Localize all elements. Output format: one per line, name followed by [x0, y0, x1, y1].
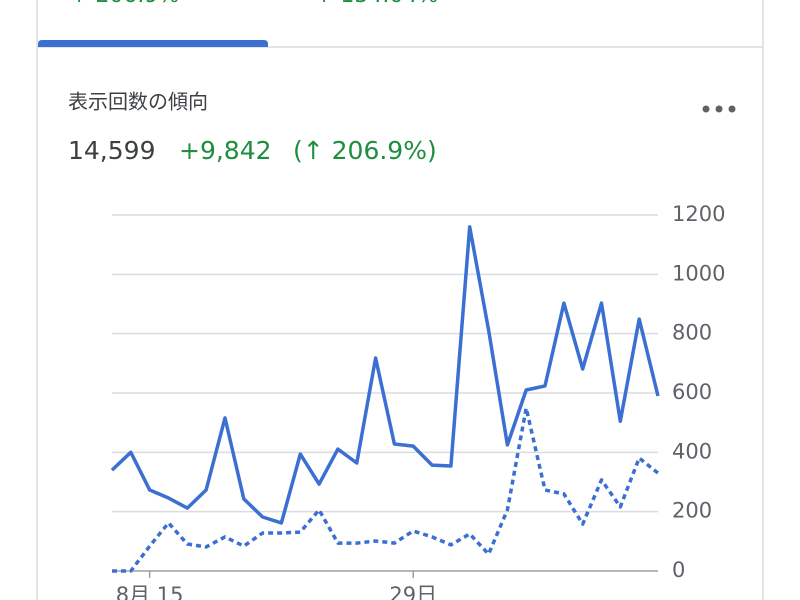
chart: 0 200 400 600 800 1000 1200 8月 15 29日: [110, 202, 725, 600]
menu-dot: [702, 105, 710, 113]
menu-dot: [715, 105, 723, 113]
y-tick-label: 600: [672, 380, 712, 404]
percent: (↑ 206.9%): [293, 136, 437, 165]
x-tick-label: 29日: [389, 583, 437, 600]
tab-change[interactable]: ↑ 134.04%: [315, 0, 438, 8]
active-tab-indicator: [38, 40, 268, 47]
card-title: 表示回数の傾向: [68, 90, 208, 114]
x-tick-label: 8月 15: [116, 583, 184, 600]
menu-dot: [728, 105, 736, 113]
tab-change[interactable]: ↑ 206.9%: [70, 0, 179, 8]
y-tick-label: 200: [672, 499, 712, 523]
y-tick-label: 0: [672, 558, 685, 582]
series-line: [112, 406, 660, 573]
series-line: [110, 225, 660, 525]
more-menu[interactable]: [702, 105, 736, 113]
y-tick-label: 800: [672, 321, 712, 345]
total: 14,599: [68, 136, 155, 165]
y-tick-label: 400: [672, 439, 712, 463]
delta: +9,842: [179, 136, 272, 165]
y-tick-label: 1000: [672, 261, 725, 285]
y-tick-label: 1200: [672, 202, 725, 226]
